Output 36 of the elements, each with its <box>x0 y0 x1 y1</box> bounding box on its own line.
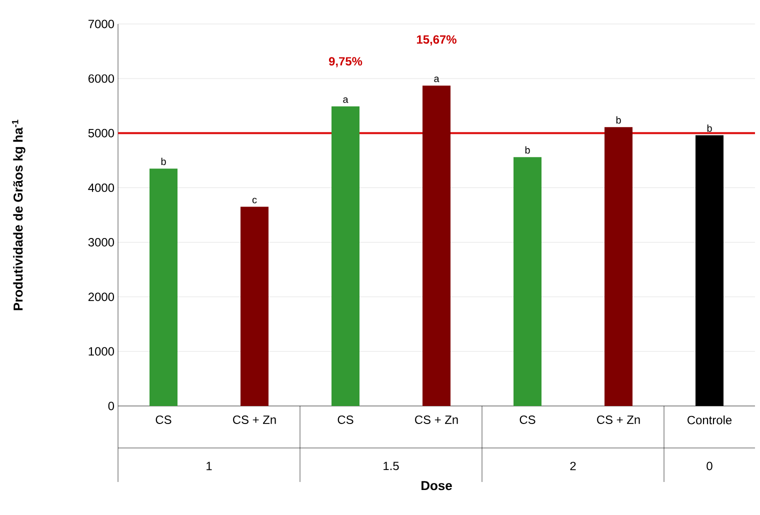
data-label: a <box>434 76 440 82</box>
y-tick-label: 2000 <box>88 292 114 302</box>
x-axis-title: Dose <box>422 481 452 490</box>
x-tick-label: CS + Zn <box>233 416 276 424</box>
annotation: 9,75% <box>328 57 362 68</box>
y-tick-label: 5000 <box>88 128 114 138</box>
data-label: a <box>343 97 348 103</box>
data-label: b <box>161 158 166 166</box>
data-label: b <box>707 124 712 132</box>
bar <box>422 86 451 406</box>
y-tick-label: 7000 <box>88 20 114 28</box>
x-tick-label: CS + Zn <box>597 416 640 424</box>
text: 0 <box>706 462 712 470</box>
data-label: c <box>252 198 257 204</box>
bar <box>150 168 178 406</box>
bar <box>604 127 633 406</box>
x-tick-label: CS <box>520 416 536 424</box>
data-label: b <box>616 116 621 124</box>
bar <box>332 106 360 406</box>
bar <box>514 157 542 406</box>
annotation: 15,67% <box>416 35 456 46</box>
x-tick-label: Controle <box>688 416 732 424</box>
y-axis-title: Produtividade de Grãos kg ha$^{-1}$ <box>12 120 26 310</box>
bar <box>240 206 269 406</box>
y-tick-label: 6000 <box>88 74 114 83</box>
y-tick-label: 3000 <box>88 238 114 246</box>
x-tick-label: CS <box>338 416 354 424</box>
y-tick-label: 1000 <box>88 347 114 356</box>
y-tick-label: 0 <box>108 402 114 410</box>
text: 2 <box>570 462 576 470</box>
x-tick-label: CS + Zn <box>415 416 458 424</box>
text: 1 <box>206 462 212 470</box>
data-label: b <box>525 146 530 154</box>
x-tick-label: CS <box>156 416 172 424</box>
text: 1.5 <box>384 462 399 470</box>
y-tick-label: 4000 <box>88 183 114 192</box>
